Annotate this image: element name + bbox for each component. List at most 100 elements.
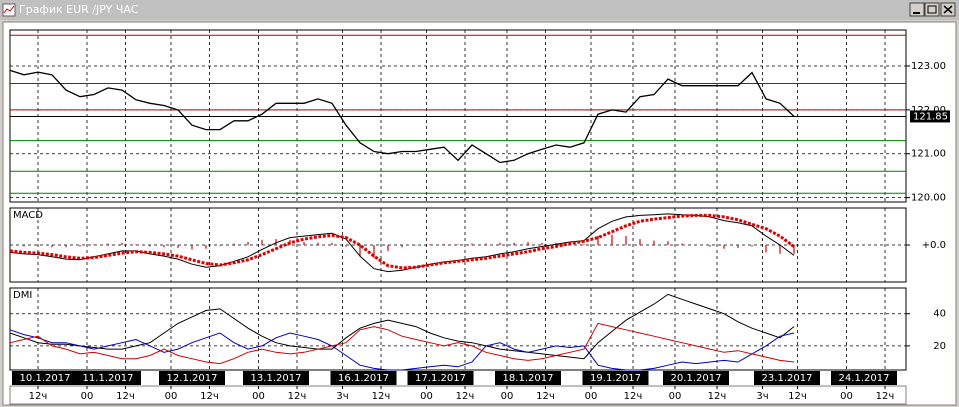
last-price-box bbox=[910, 110, 950, 123]
maximize-button[interactable] bbox=[924, 2, 940, 17]
histogram-bar bbox=[625, 236, 627, 245]
panel-title: MACD bbox=[13, 210, 43, 221]
dmi-line bbox=[9, 293, 795, 360]
time-label: 3ч bbox=[756, 391, 768, 402]
histogram-bar bbox=[793, 245, 795, 254]
time-label: 12ч bbox=[29, 391, 48, 402]
histogram-bar bbox=[9, 245, 11, 247]
date-label: 23.1.2017 bbox=[762, 373, 813, 384]
time-label: 00 bbox=[501, 391, 514, 402]
histogram-bar bbox=[723, 245, 725, 249]
date-label-box bbox=[407, 371, 474, 385]
time-label: 3ч bbox=[336, 391, 348, 402]
time-label: 00 bbox=[669, 391, 682, 402]
histogram-bar bbox=[219, 245, 221, 246]
date-label: 13.1.2017 bbox=[251, 373, 302, 384]
histogram-bar bbox=[23, 245, 25, 247]
histogram-bar bbox=[527, 242, 529, 245]
histogram-bar bbox=[191, 245, 193, 250]
histogram-bar bbox=[177, 245, 179, 248]
date-label-box bbox=[754, 371, 820, 385]
histogram-bar bbox=[779, 245, 781, 254]
histogram-bar bbox=[653, 240, 655, 245]
y-tick-label: 20 bbox=[933, 341, 946, 352]
histogram-bar bbox=[485, 243, 487, 245]
date-label: 17.1.2017 bbox=[415, 373, 466, 384]
histogram-bar bbox=[149, 245, 151, 247]
histogram-bar bbox=[261, 239, 263, 245]
histogram-bar bbox=[429, 244, 431, 245]
histogram-bar bbox=[37, 245, 39, 247]
histogram-bar bbox=[513, 242, 515, 245]
window-buttons bbox=[909, 2, 956, 17]
histogram-bar bbox=[471, 243, 473, 245]
date-label-box bbox=[663, 371, 729, 385]
date-label: 11.1.2017 bbox=[83, 373, 134, 384]
histogram-bar bbox=[121, 242, 123, 245]
dmi-line bbox=[9, 322, 795, 365]
y-tick-label: 123.00 bbox=[911, 61, 946, 72]
histogram-bar bbox=[93, 244, 95, 245]
y-tick-label: +0.0 bbox=[922, 240, 946, 251]
histogram-bar bbox=[737, 245, 739, 248]
time-label: 12ч bbox=[708, 391, 727, 402]
date-label-box bbox=[330, 371, 397, 385]
minimize-button[interactable] bbox=[909, 2, 925, 17]
histogram-bar bbox=[751, 245, 753, 247]
signal-line bbox=[9, 213, 795, 270]
time-label: 00 bbox=[585, 391, 598, 402]
time-label: 12ч bbox=[624, 391, 643, 402]
histogram-bar bbox=[65, 245, 67, 248]
histogram-bar bbox=[597, 236, 599, 245]
date-label: 20.1.2017 bbox=[671, 373, 722, 384]
histogram-bar bbox=[499, 242, 501, 245]
histogram-bar bbox=[583, 244, 585, 245]
price-line bbox=[9, 69, 795, 164]
histogram-bar bbox=[443, 244, 445, 245]
date-label-box bbox=[495, 371, 561, 385]
time-label: 12ч bbox=[876, 391, 895, 402]
date-label: 24.1.2017 bbox=[839, 373, 890, 384]
histogram-bar bbox=[401, 245, 403, 248]
histogram-bar bbox=[611, 234, 613, 245]
y-tick-label: 40 bbox=[933, 309, 946, 320]
time-label: 00 bbox=[252, 391, 265, 402]
panel-frame bbox=[9, 287, 907, 371]
date-label: 12.1.2017 bbox=[167, 373, 218, 384]
histogram-bar bbox=[541, 242, 543, 245]
histogram-bar bbox=[765, 245, 767, 253]
histogram-bar bbox=[303, 242, 305, 245]
close-icon bbox=[943, 5, 953, 14]
histogram-bar bbox=[331, 242, 333, 245]
time-axis-strip bbox=[9, 385, 907, 405]
window-title: График EUR /JPY ЧАС bbox=[19, 3, 139, 16]
y-tick-label: 120.00 bbox=[911, 193, 946, 204]
histogram-bar bbox=[345, 245, 347, 247]
date-label-box bbox=[75, 371, 141, 385]
time-label: 12ч bbox=[456, 391, 475, 402]
time-label: 00 bbox=[840, 391, 853, 402]
date-label: 10.1.2017 bbox=[20, 373, 71, 384]
date-label-box bbox=[582, 371, 649, 385]
histogram-bar bbox=[317, 242, 319, 245]
time-label: 12ч bbox=[116, 391, 135, 402]
histogram-bar bbox=[275, 239, 277, 245]
last-price-label: 121.85 bbox=[913, 111, 948, 122]
histogram-bar bbox=[667, 241, 669, 245]
histogram-bar bbox=[107, 243, 109, 245]
histogram-bar bbox=[359, 245, 361, 257]
date-label-box bbox=[831, 371, 897, 385]
date-label: 16.1.2017 bbox=[338, 373, 389, 384]
time-label: 00 bbox=[81, 391, 94, 402]
time-label: 12ч bbox=[536, 391, 555, 402]
histogram-bar bbox=[233, 243, 235, 245]
panel-title: DMI bbox=[13, 290, 32, 301]
time-label: 00 bbox=[420, 391, 433, 402]
histogram-bar bbox=[247, 242, 249, 245]
histogram-bar bbox=[79, 245, 81, 247]
time-label: 00 bbox=[165, 391, 178, 402]
time-label: 12ч bbox=[200, 391, 219, 402]
date-label: 18.1.2017 bbox=[503, 373, 554, 384]
date-label: 19.1.2017 bbox=[590, 373, 641, 384]
